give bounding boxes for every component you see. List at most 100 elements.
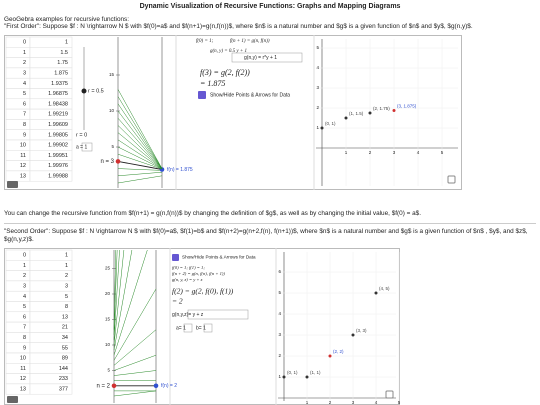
x-tick-label: 1 — [345, 150, 348, 155]
table-n: 10 — [20, 356, 26, 362]
table-f: 1 — [65, 263, 68, 269]
table-n: 7 — [23, 112, 26, 118]
table-cell — [5, 47, 31, 58]
g-input-box[interactable] — [187, 309, 249, 320]
table-cell — [5, 383, 31, 395]
checkbox-label: Show/Hide Points & Arrows for Data — [182, 255, 256, 260]
point-label: (3, 3) — [356, 328, 367, 333]
formula: f(0) = 1; f(1) = 1; — [172, 265, 205, 270]
table-f: 1 — [65, 40, 68, 46]
point-label: (2, 2) — [333, 349, 344, 354]
graph-point — [392, 109, 396, 112]
table-cell — [5, 77, 31, 89]
result: f(2) = g(2, f(0), f(1)) — [172, 287, 234, 296]
mapping-arrow — [117, 132, 163, 169]
n-label: n = 2 — [96, 383, 110, 389]
y-tick-label: 4 — [316, 65, 319, 70]
x-tick-label: 2 — [369, 150, 372, 155]
current-n-point — [111, 383, 117, 389]
y-tick-label: 5 — [316, 45, 319, 50]
table-cell — [5, 270, 31, 282]
y-tick-label: 6 — [278, 269, 281, 274]
table-n: 0 — [23, 40, 26, 46]
n-label: n = 3 — [100, 159, 114, 165]
g-input-box[interactable] — [231, 52, 303, 63]
table-f: 1.875 — [54, 71, 68, 77]
checkbox[interactable] — [198, 91, 206, 99]
result: f(3) = g(2, f(2)) — [200, 68, 250, 77]
mapping-arrow — [117, 125, 163, 169]
fullscreen-button[interactable] — [447, 175, 456, 184]
checkbox[interactable] — [172, 254, 179, 261]
table-f: 1.99805 — [48, 132, 68, 138]
table-n: 5 — [23, 91, 26, 97]
table-f: 89 — [62, 356, 68, 362]
x-tick-label: 3 — [352, 400, 355, 405]
graph-point — [374, 291, 378, 295]
map-tick-label: 5 — [111, 144, 114, 149]
table-n: 10 — [20, 143, 26, 149]
table-cell — [5, 88, 31, 100]
mapping-arrow — [113, 370, 157, 376]
table-f: 144 — [59, 366, 68, 372]
table-n: 6 — [23, 314, 26, 320]
b-input-box[interactable] — [203, 323, 213, 333]
table-f: 1 — [65, 253, 68, 259]
table-cell — [5, 150, 31, 161]
fullscreen-button[interactable] — [385, 390, 394, 399]
table-n: 0 — [23, 253, 26, 259]
formula: g(n, y, z) = y + z — [172, 277, 203, 283]
graph-point — [320, 126, 324, 130]
formula: f(n + 2) = g(n, f(n), f(n + 1)) — [172, 271, 225, 277]
table-f: 1.5 — [60, 50, 68, 56]
y-tick-label: 2 — [316, 105, 319, 110]
table-cell — [5, 119, 31, 130]
formula: g(n, y) = 0.5 y + 1 — [210, 49, 247, 54]
y-tick-label: 3 — [278, 332, 281, 337]
point-label: (3, 1.875) — [397, 104, 417, 109]
table-f: 21 — [62, 325, 68, 331]
table-f: 1.99976 — [48, 163, 68, 169]
graph-point — [282, 375, 286, 379]
mapping-arrow — [117, 96, 163, 169]
table-n: 4 — [23, 81, 26, 87]
table-f: 233 — [59, 376, 68, 382]
graph-point — [368, 111, 372, 115]
mapping-arrow — [113, 250, 133, 351]
a-input-box[interactable] — [81, 142, 93, 152]
table-cell — [29, 383, 73, 395]
intro: GeoGebra examples for recursive function… — [4, 16, 130, 23]
y-tick-label: 1 — [278, 374, 281, 379]
y-tick-label: 3 — [316, 85, 319, 90]
graph-point — [351, 333, 355, 337]
table-f: 1.98438 — [48, 101, 68, 107]
table-cell — [5, 311, 31, 323]
first-order-text: "First Order": Suppose $f : N \rightarro… — [4, 23, 473, 30]
table-n: 3 — [23, 71, 26, 77]
map-tick-label: 5 — [107, 368, 110, 373]
table-n: 3 — [23, 284, 26, 290]
table-f: 1.99902 — [48, 143, 68, 149]
a-input: a= 1 — [176, 325, 186, 331]
table-cell — [29, 170, 73, 182]
page-title: Dynamic Visualization of Recursive Funct… — [139, 3, 401, 10]
g-input: g(n,y,z)= y + z — [172, 312, 204, 318]
mapping-arrow — [117, 110, 163, 169]
keyboard-icon[interactable] — [7, 181, 18, 188]
table-cell — [5, 332, 31, 343]
slider-knob[interactable] — [81, 88, 87, 94]
mapping-arrow — [113, 288, 157, 361]
keyboard-icon[interactable] — [7, 396, 18, 403]
a-input-box[interactable] — [183, 323, 193, 333]
table-f: 1.99609 — [48, 122, 68, 128]
map-tick-label: 15 — [109, 72, 115, 77]
table-f: 377 — [59, 387, 68, 393]
mapping-arrow — [113, 250, 148, 356]
slider-label: r = 0.5 — [88, 88, 104, 94]
table-cell — [5, 67, 31, 79]
table-cell — [5, 301, 31, 313]
mapping-arrow — [117, 146, 163, 170]
table-n: 2 — [23, 60, 26, 66]
